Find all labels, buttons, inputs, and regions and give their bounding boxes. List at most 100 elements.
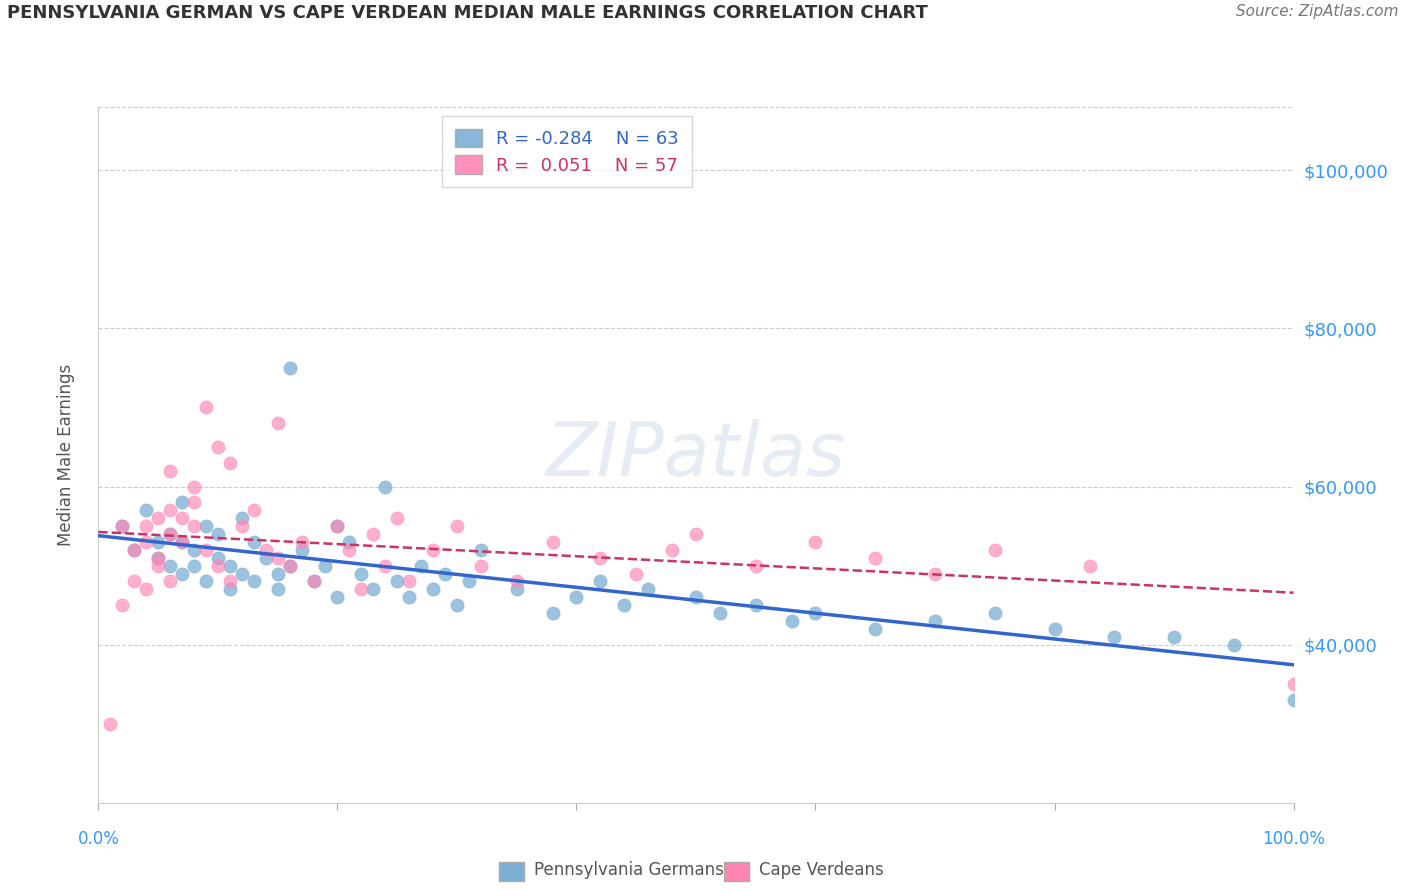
Point: [194, 401, 218, 415]
Point: [219, 574, 242, 589]
Point: [1282, 693, 1305, 707]
Text: ZIPatlas: ZIPatlas: [546, 419, 846, 491]
Point: [219, 456, 242, 470]
Point: [589, 574, 612, 589]
Point: [124, 542, 146, 557]
Point: [291, 542, 314, 557]
Point: [433, 566, 456, 581]
Point: [422, 542, 444, 557]
Point: [745, 598, 768, 612]
Point: [124, 542, 146, 557]
Point: [709, 606, 731, 620]
Point: [1102, 630, 1125, 644]
Point: [458, 574, 481, 589]
Point: [363, 582, 385, 597]
Point: [98, 716, 122, 731]
Point: [350, 566, 373, 581]
Point: [243, 535, 266, 549]
Point: [219, 582, 242, 597]
Point: [111, 519, 134, 533]
Point: [172, 495, 194, 509]
Point: [374, 558, 396, 573]
Point: [411, 558, 433, 573]
Point: [148, 535, 170, 549]
Point: [398, 591, 420, 605]
Point: [159, 503, 181, 517]
Point: [291, 535, 314, 549]
Point: [148, 511, 170, 525]
Point: [1282, 677, 1305, 691]
Point: [506, 574, 529, 589]
Point: [159, 558, 181, 573]
Point: [1163, 630, 1185, 644]
Text: PENNSYLVANIA GERMAN VS CAPE VERDEAN MEDIAN MALE EARNINGS CORRELATION CHART: PENNSYLVANIA GERMAN VS CAPE VERDEAN MEDI…: [7, 4, 928, 22]
Text: Pennsylvania Germans: Pennsylvania Germans: [534, 861, 724, 879]
Point: [1043, 622, 1066, 636]
Point: [231, 566, 253, 581]
Point: [326, 519, 349, 533]
Point: [207, 558, 229, 573]
Text: 0.0%: 0.0%: [77, 830, 120, 848]
Point: [541, 606, 564, 620]
Point: [363, 527, 385, 541]
Point: [470, 542, 492, 557]
Point: [148, 558, 170, 573]
Point: [326, 591, 349, 605]
Point: [385, 574, 409, 589]
Text: 100.0%: 100.0%: [1263, 830, 1324, 848]
Point: [194, 574, 218, 589]
Point: [470, 558, 492, 573]
Point: [506, 582, 529, 597]
Point: [984, 606, 1007, 620]
Point: [267, 582, 290, 597]
Y-axis label: Median Male Earnings: Median Male Earnings: [56, 364, 75, 546]
Point: [267, 566, 290, 581]
Point: [541, 535, 564, 549]
Text: Cape Verdeans: Cape Verdeans: [759, 861, 884, 879]
Point: [243, 574, 266, 589]
Text: Source: ZipAtlas.com: Source: ZipAtlas.com: [1236, 4, 1399, 20]
Point: [183, 495, 205, 509]
Point: [194, 542, 218, 557]
Point: [183, 479, 205, 493]
Point: [278, 361, 301, 376]
Point: [446, 519, 468, 533]
Point: [111, 598, 134, 612]
Point: [589, 550, 612, 565]
Point: [194, 519, 218, 533]
Point: [924, 566, 946, 581]
Point: [565, 591, 588, 605]
Point: [745, 558, 768, 573]
Point: [135, 582, 157, 597]
Point: [339, 542, 360, 557]
Point: [135, 503, 157, 517]
Point: [385, 511, 409, 525]
Legend: R = -0.284    N = 63, R =  0.051    N = 57: R = -0.284 N = 63, R = 0.051 N = 57: [441, 116, 692, 187]
Point: [243, 503, 266, 517]
Point: [124, 574, 146, 589]
Point: [183, 519, 205, 533]
Point: [924, 614, 946, 628]
Point: [183, 542, 205, 557]
Point: [135, 535, 157, 549]
Point: [267, 550, 290, 565]
Point: [637, 582, 659, 597]
Point: [135, 519, 157, 533]
Point: [207, 550, 229, 565]
Point: [984, 542, 1007, 557]
Point: [863, 550, 887, 565]
Point: [111, 519, 134, 533]
Point: [374, 479, 396, 493]
Point: [804, 535, 827, 549]
Point: [159, 527, 181, 541]
Point: [148, 550, 170, 565]
Point: [159, 574, 181, 589]
Point: [254, 542, 277, 557]
Point: [172, 566, 194, 581]
Point: [685, 527, 707, 541]
Point: [863, 622, 887, 636]
Point: [780, 614, 803, 628]
Point: [398, 574, 420, 589]
Point: [1222, 638, 1246, 652]
Point: [219, 558, 242, 573]
